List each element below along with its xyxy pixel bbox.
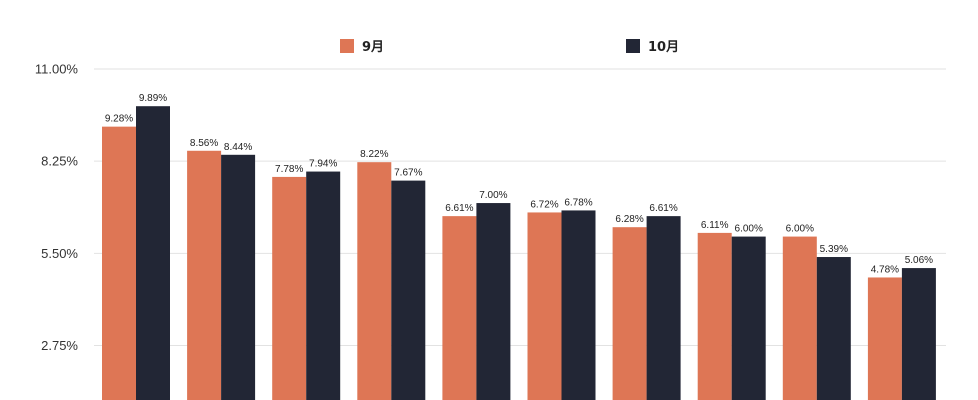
data-label-sep: 6.11% xyxy=(701,220,729,231)
legend-label-sep: 9月 xyxy=(362,40,385,55)
bars xyxy=(102,106,936,400)
y-tick-label: 5.50% xyxy=(41,246,78,261)
y-tick-label: 8.25% xyxy=(41,154,78,169)
data-label-sep: 7.78% xyxy=(275,164,303,175)
y-tick-label: 2.75% xyxy=(41,338,78,353)
legend-swatch-oct xyxy=(626,38,640,53)
bar-oct xyxy=(306,171,341,400)
bar-sep xyxy=(357,162,392,400)
bar-oct xyxy=(476,203,511,400)
bar-oct xyxy=(816,257,851,400)
data-label-oct: 6.61% xyxy=(649,203,677,214)
data-labels: 9.28% 8.56% 7.78% 8.22% 6.61% 6.72% 6.28% 6.11%… xyxy=(105,93,933,275)
bar-sep xyxy=(867,277,902,400)
legend: 9月 10月 xyxy=(0,36,978,56)
bar-oct xyxy=(391,180,426,400)
bar-sep xyxy=(102,126,136,400)
data-label-oct: 5.06% xyxy=(905,255,933,266)
bar-oct xyxy=(221,154,256,400)
bar-sep xyxy=(527,212,562,400)
legend-item-sep: 9月 xyxy=(340,36,384,55)
bar-sep xyxy=(442,216,477,400)
data-label-oct: 9.89% xyxy=(139,93,167,104)
bar-sep xyxy=(187,150,222,400)
bar-oct xyxy=(136,106,170,400)
bar-sep xyxy=(782,236,817,400)
legend-label-oct: 10月 xyxy=(648,40,680,55)
bar-oct xyxy=(561,210,596,400)
data-label-oct: 8.44% xyxy=(224,142,252,153)
data-label-oct: 7.67% xyxy=(394,168,422,179)
data-label-oct: 7.00% xyxy=(479,190,507,201)
data-label-sep: 6.72% xyxy=(530,199,558,210)
data-label-sep: 9.28% xyxy=(105,114,133,125)
data-label-sep: 6.61% xyxy=(445,203,473,214)
y-tick-label: 11.00% xyxy=(35,62,79,77)
data-label-oct: 6.00% xyxy=(735,224,763,235)
data-label-oct: 5.39% xyxy=(820,244,848,255)
bar-oct xyxy=(731,236,766,400)
data-label-sep: 4.78% xyxy=(871,264,899,275)
bar-oct xyxy=(901,268,936,400)
data-label-sep: 6.00% xyxy=(786,224,814,235)
data-label-oct: 6.78% xyxy=(564,197,592,208)
data-label-sep: 8.56% xyxy=(190,138,218,149)
bar-oct xyxy=(646,216,681,400)
legend-item-oct: 10月 xyxy=(626,36,679,55)
bar-sep xyxy=(612,227,647,400)
data-label-sep: 6.28% xyxy=(615,214,643,225)
data-label-oct: 7.94% xyxy=(309,159,337,170)
data-label-sep: 8.22% xyxy=(360,149,388,160)
legend-swatch-sep xyxy=(340,38,354,53)
bar-sep xyxy=(272,176,307,400)
bar-sep xyxy=(697,232,732,400)
y-axis-ticks: 2.75% 5.50% 8.25% 11.00% xyxy=(35,62,79,354)
